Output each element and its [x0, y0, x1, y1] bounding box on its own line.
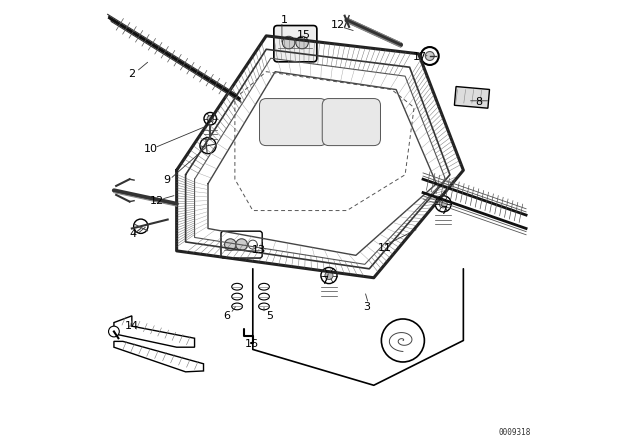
Circle shape: [381, 319, 424, 362]
Text: 7: 7: [321, 276, 328, 286]
Circle shape: [439, 200, 447, 208]
Circle shape: [134, 219, 148, 233]
Circle shape: [200, 138, 216, 154]
Bar: [454, 86, 490, 108]
Circle shape: [321, 267, 337, 284]
Circle shape: [207, 116, 213, 122]
Text: 2: 2: [128, 69, 136, 79]
FancyBboxPatch shape: [221, 231, 262, 258]
Text: 9: 9: [163, 175, 170, 185]
Text: 0009318: 0009318: [498, 428, 531, 437]
Text: 17: 17: [413, 52, 428, 62]
Text: 1: 1: [281, 15, 287, 25]
Circle shape: [425, 52, 435, 60]
Ellipse shape: [259, 293, 269, 300]
Circle shape: [236, 239, 248, 250]
Text: 5: 5: [266, 311, 273, 321]
Text: 15: 15: [298, 30, 311, 40]
Text: 4: 4: [129, 229, 136, 239]
Circle shape: [421, 47, 439, 65]
Polygon shape: [114, 316, 195, 347]
Ellipse shape: [232, 303, 243, 310]
Circle shape: [435, 196, 451, 212]
Circle shape: [204, 112, 216, 125]
Text: 6: 6: [223, 311, 230, 321]
Polygon shape: [114, 341, 204, 372]
Ellipse shape: [232, 293, 243, 300]
Ellipse shape: [259, 284, 269, 290]
Text: 7: 7: [440, 206, 447, 215]
FancyBboxPatch shape: [323, 99, 380, 146]
Text: 12: 12: [331, 20, 345, 30]
FancyBboxPatch shape: [274, 26, 317, 62]
Circle shape: [109, 326, 119, 337]
Circle shape: [325, 271, 333, 280]
Text: 8: 8: [476, 97, 483, 107]
Ellipse shape: [232, 284, 243, 290]
Text: 13: 13: [252, 245, 266, 254]
FancyBboxPatch shape: [260, 99, 326, 146]
Text: 11: 11: [378, 243, 392, 253]
Text: 12: 12: [150, 196, 164, 206]
Circle shape: [282, 36, 295, 49]
Circle shape: [296, 36, 308, 49]
Text: 16: 16: [245, 339, 259, 349]
Circle shape: [248, 240, 257, 249]
Text: 10: 10: [143, 144, 157, 154]
Text: 3: 3: [364, 302, 371, 312]
Ellipse shape: [259, 303, 269, 310]
Circle shape: [225, 239, 236, 250]
Text: 14: 14: [125, 321, 139, 331]
